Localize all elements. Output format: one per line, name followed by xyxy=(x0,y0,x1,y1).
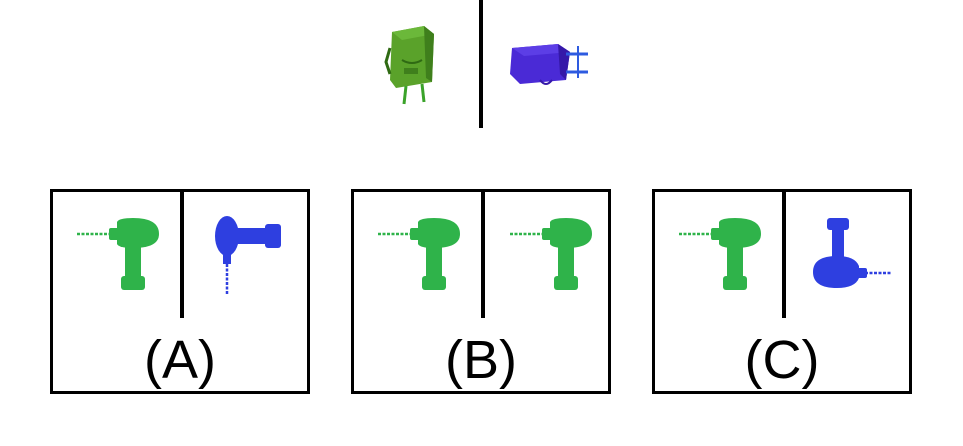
option-a-label: (A) xyxy=(144,330,216,390)
option-a-box[interactable]: (A) xyxy=(50,189,310,394)
option-c-label: (C) xyxy=(744,330,820,390)
blue-drill-rotated-icon xyxy=(215,216,281,294)
option-b-box[interactable]: (B) xyxy=(351,189,611,394)
option-b-label: (B) xyxy=(445,330,517,390)
blue-drill-rotated-icon xyxy=(813,218,891,288)
option-c-divider xyxy=(782,192,786,318)
blue-box-object-icon xyxy=(510,44,588,85)
green-box-object-icon xyxy=(384,26,434,105)
green-drill-icon xyxy=(378,218,460,290)
option-b-divider xyxy=(481,192,485,318)
option-a-divider xyxy=(180,192,184,318)
green-drill-icon xyxy=(510,218,592,290)
reference-divider xyxy=(479,0,483,128)
green-drill-icon xyxy=(77,218,159,290)
green-drill-icon xyxy=(679,218,761,290)
option-c-box[interactable]: (C) xyxy=(652,189,912,394)
